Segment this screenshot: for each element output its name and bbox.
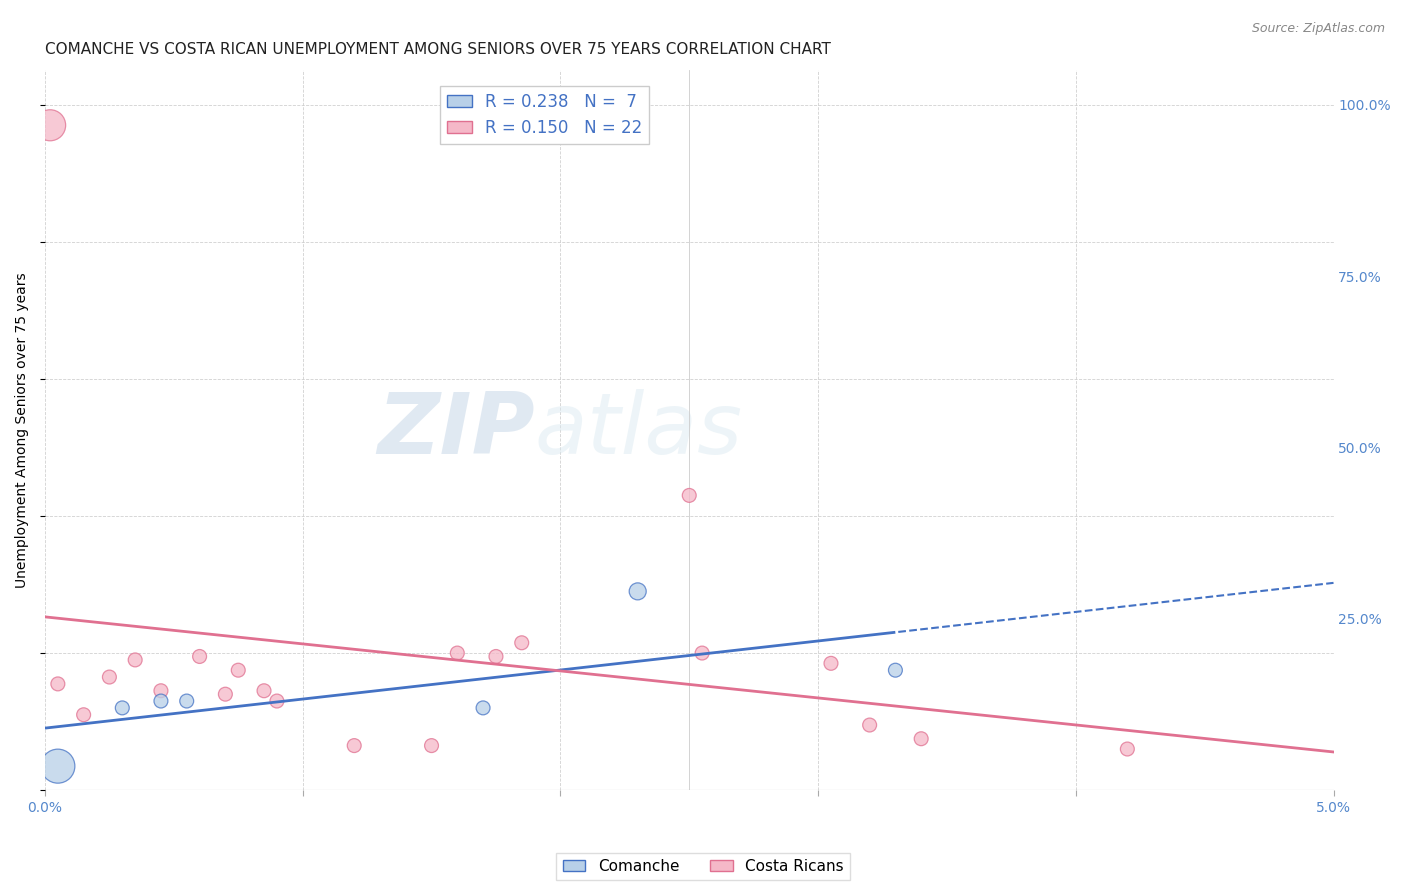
Text: ZIP: ZIP (377, 389, 534, 472)
Point (510, 636, 533, 650)
Text: Source: ZipAtlas.com: Source: ZipAtlas.com (1251, 22, 1385, 36)
Point (266, 694, 288, 708)
Text: atlas: atlas (534, 389, 742, 472)
Point (253, 683, 276, 698)
Legend: Comanche, Costa Ricans: Comanche, Costa Ricans (557, 853, 849, 880)
Point (214, 687, 236, 701)
Point (39, 118, 62, 132)
Point (1116, 742, 1139, 756)
Point (343, 739, 366, 753)
Point (98, 670, 121, 684)
Point (46, 759, 69, 773)
Point (176, 694, 198, 708)
Point (627, 584, 650, 599)
Point (149, 694, 172, 708)
Point (420, 739, 443, 753)
Y-axis label: Unemployment Among Seniors over 75 years: Unemployment Among Seniors over 75 years (15, 272, 30, 588)
Point (910, 731, 932, 746)
Point (472, 701, 495, 715)
Point (446, 646, 468, 660)
Point (188, 649, 211, 664)
Text: COMANCHE VS COSTA RICAN UNEMPLOYMENT AMONG SENIORS OVER 75 YEARS CORRELATION CHA: COMANCHE VS COSTA RICAN UNEMPLOYMENT AMO… (45, 42, 831, 57)
Point (149, 683, 172, 698)
Point (678, 488, 700, 502)
Legend: R = 0.238   N =  7, R = 0.150   N = 22: R = 0.238 N = 7, R = 0.150 N = 22 (440, 86, 648, 144)
Point (46, 677, 69, 691)
Point (820, 657, 842, 671)
Point (72, 707, 94, 722)
Point (111, 701, 134, 715)
Point (859, 718, 882, 732)
Point (884, 663, 907, 677)
Point (690, 646, 713, 660)
Point (485, 649, 508, 664)
Point (124, 653, 146, 667)
Point (226, 663, 249, 677)
